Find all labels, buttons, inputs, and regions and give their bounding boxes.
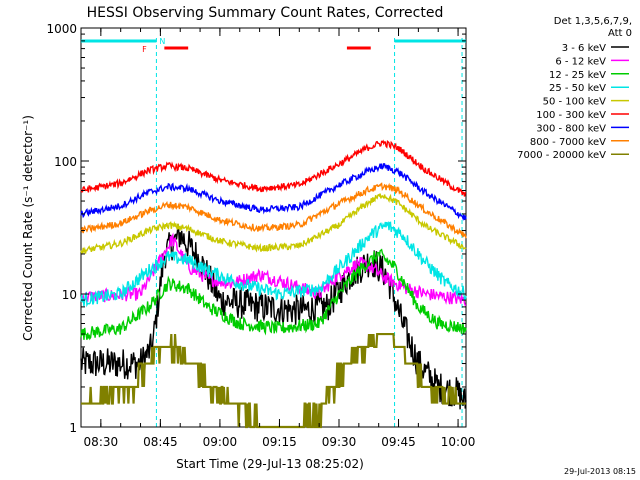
legend-title: Det 1,3,5,6,7,9, xyxy=(554,16,632,27)
y-tick-label: 100 xyxy=(54,155,77,169)
series-line xyxy=(80,220,467,308)
x-tick-label: 10:00 xyxy=(441,435,476,449)
legend-entry-label: 7000 - 20000 keV xyxy=(517,150,606,161)
y-tick-label: 10 xyxy=(62,288,77,302)
legend-entry-label: 3 - 6 keV xyxy=(562,43,606,54)
x-tick-label: 09:00 xyxy=(203,435,238,449)
chart-title: HESSI Observing Summary Count Rates, Cor… xyxy=(87,5,444,21)
footer-date: 29-Jul-2013 08:15 xyxy=(564,467,636,476)
series-line xyxy=(81,332,466,429)
x-tick-label: 09:30 xyxy=(322,435,357,449)
legend-title: Att 0 xyxy=(608,28,632,39)
status-flag-label: F xyxy=(142,45,147,54)
x-tick-label: 09:15 xyxy=(262,435,297,449)
x-tick-label: 08:45 xyxy=(143,435,178,449)
status-flag-label: N xyxy=(159,37,165,46)
legend-entry-label: 100 - 300 keV xyxy=(536,110,606,121)
legend-entry-label: 50 - 100 keV xyxy=(543,97,607,108)
y-tick-label: 1 xyxy=(69,421,77,435)
series-line xyxy=(80,232,467,307)
y-axis-label: Corrected Count Rate (s⁻¹ detector⁻¹) xyxy=(21,115,35,341)
legend-entry-label: 300 - 800 keV xyxy=(536,123,606,134)
series-line xyxy=(80,193,467,255)
legend-entry-label: 6 - 12 keV xyxy=(555,56,606,67)
series-line xyxy=(80,182,467,239)
x-tick-label: 08:30 xyxy=(84,435,119,449)
series-line xyxy=(80,139,467,197)
series-line xyxy=(80,223,467,410)
series-line xyxy=(80,163,467,222)
series-line xyxy=(80,248,467,341)
x-tick-label: 09:45 xyxy=(381,435,416,449)
y-tick-label: 1000 xyxy=(46,22,77,36)
legend-entry-label: 12 - 25 keV xyxy=(549,70,606,81)
x-axis-label: Start Time (29-Jul-13 08:25:02) xyxy=(176,457,364,471)
legend-entry-label: 800 - 7000 keV xyxy=(530,137,606,148)
legend-entry-label: 25 - 50 keV xyxy=(549,83,606,94)
